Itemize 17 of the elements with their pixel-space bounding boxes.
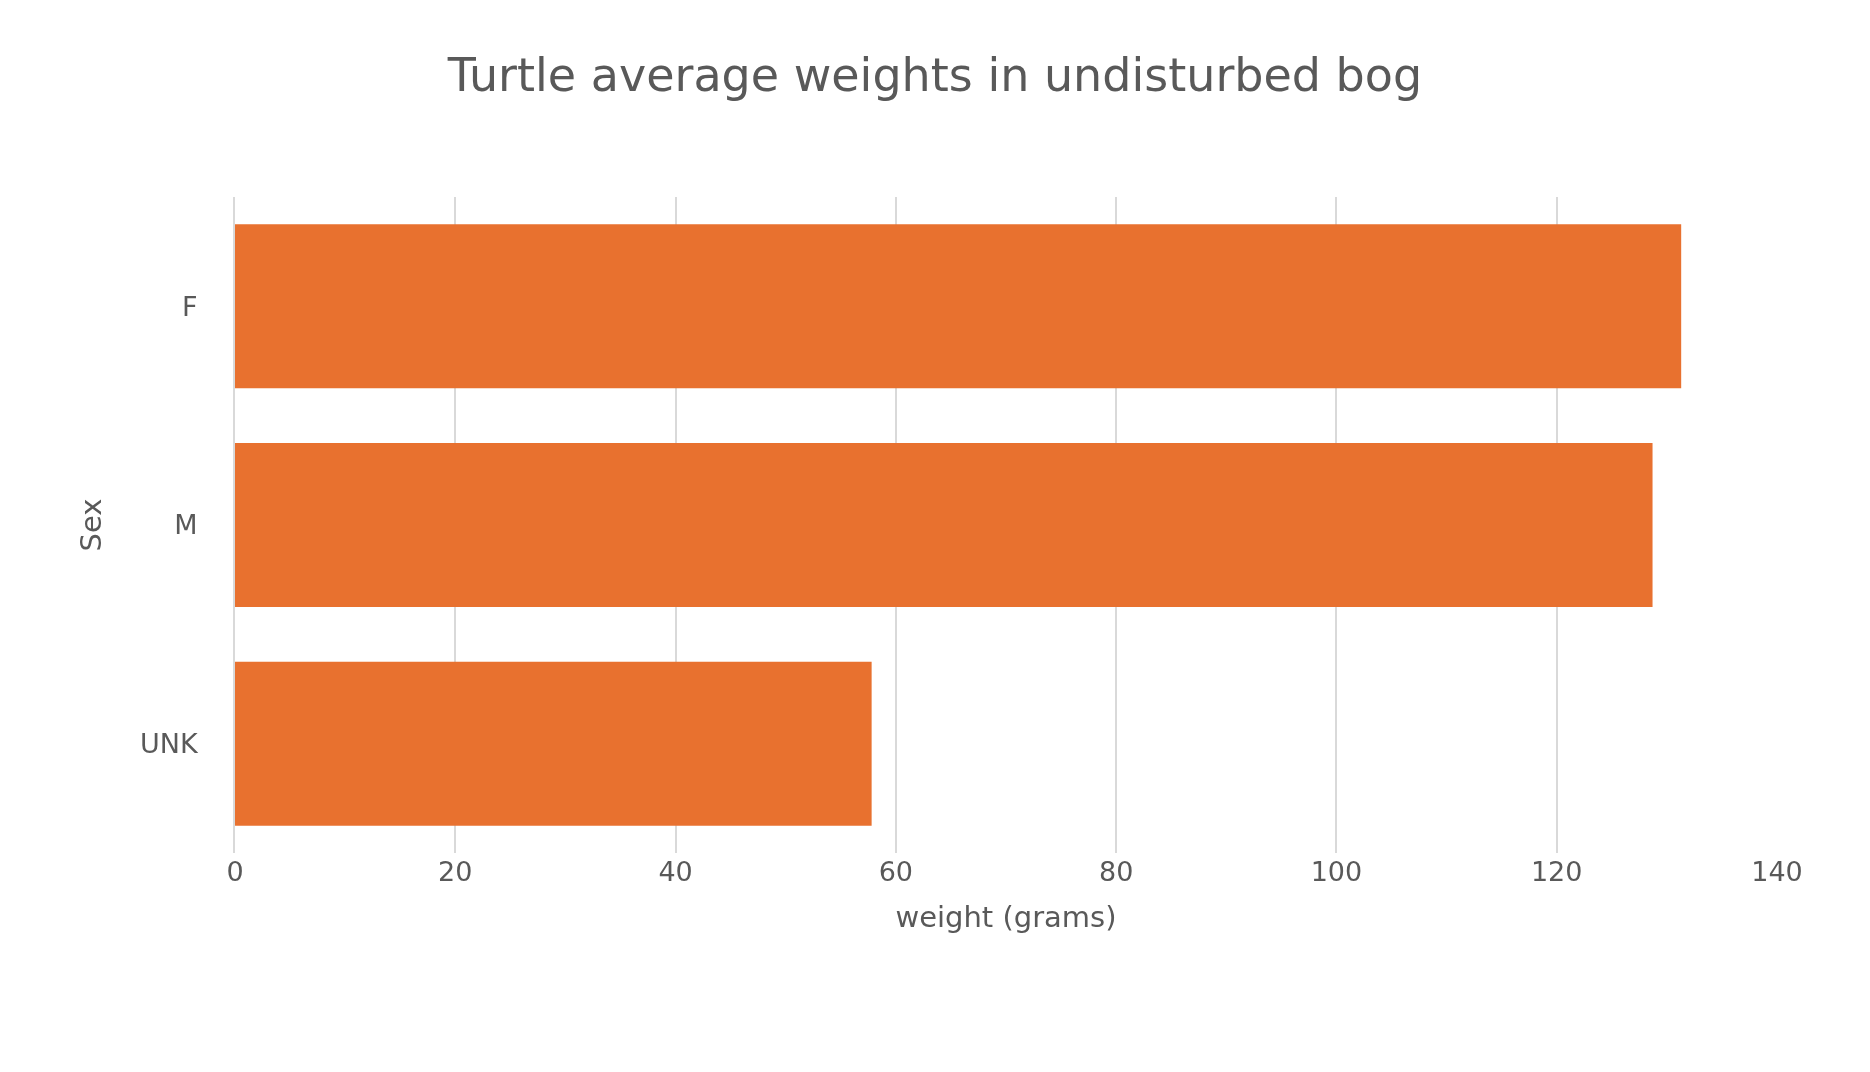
y-tick-label: UNK: [139, 728, 199, 760]
x-tick-label: 60: [878, 856, 914, 887]
bar: [235, 224, 1682, 389]
bar: [235, 443, 1653, 607]
x-tick-label: 20: [438, 856, 473, 887]
bar: [235, 661, 872, 826]
x-tick-label: 140: [1751, 856, 1803, 887]
y-tick-label: F: [182, 290, 198, 322]
x-tick-label: 100: [1310, 856, 1363, 887]
y-tick-label: M: [174, 509, 198, 541]
x-tick-label: 40: [658, 856, 693, 887]
x-tick-label: 0: [226, 856, 244, 887]
x-tick-label: 80: [1098, 856, 1134, 887]
x-axis-title: weight (grams): [895, 899, 1117, 934]
chart-title: Turtle average weights in undisturbed bog: [446, 48, 1423, 103]
x-tick-label: 120: [1530, 856, 1583, 887]
y-axis-title: Sex: [73, 498, 108, 552]
